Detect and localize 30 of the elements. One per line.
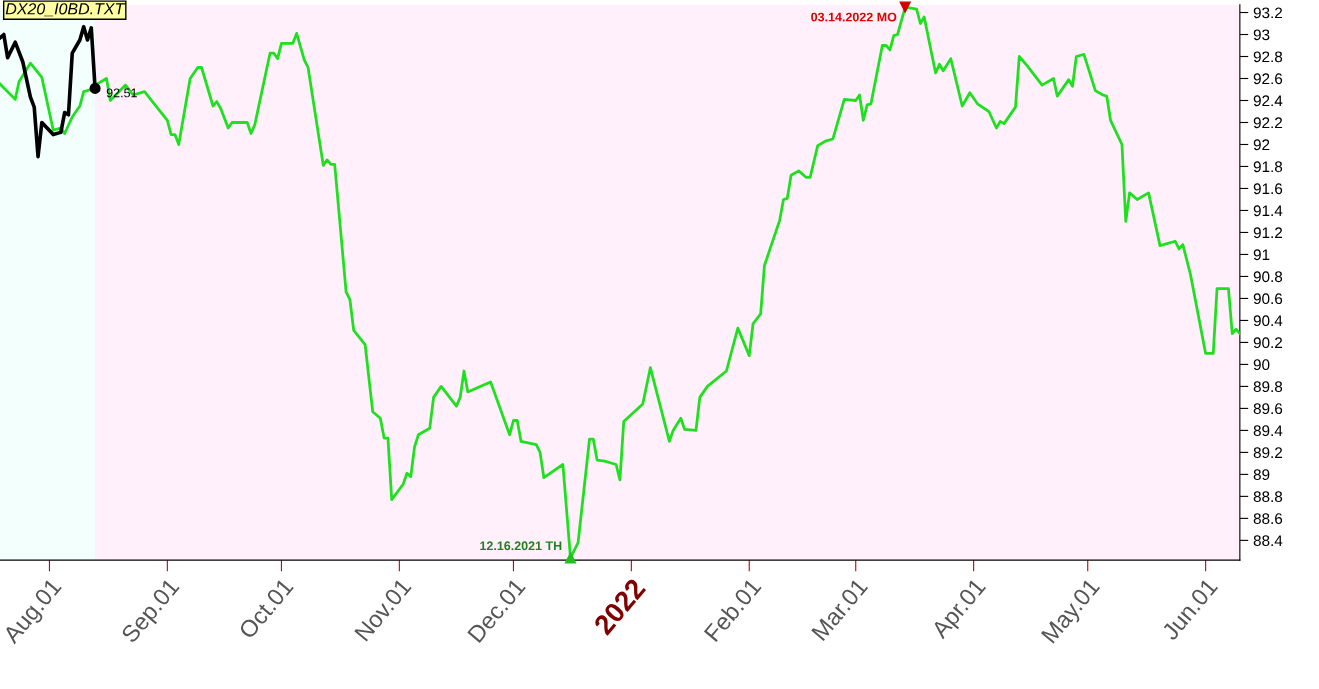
y-tick-label: 90.8 xyxy=(1253,271,1283,283)
point xyxy=(89,82,101,94)
y-tick-label: 89.2 xyxy=(1253,447,1283,459)
y-tick-label: 90.6 xyxy=(1253,293,1283,305)
point xyxy=(564,552,577,564)
y-tick-label: 92 xyxy=(1253,139,1270,151)
y-tick-label: 90.2 xyxy=(1253,337,1283,349)
y-tick-label: 91 xyxy=(1253,249,1270,261)
chart-title: DX20_I0BD.TXT xyxy=(5,3,126,17)
y-tick-label: 92.6 xyxy=(1253,73,1283,85)
annotation: 12.16.2021 TH xyxy=(480,541,562,551)
annotation: 03.14.2022 MO xyxy=(811,12,897,22)
y-tick-label: 92.4 xyxy=(1253,95,1283,107)
y-tick-label: 92.8 xyxy=(1253,51,1283,63)
y-tick-label: 90 xyxy=(1253,359,1270,371)
y-tick-label: 91.6 xyxy=(1253,183,1283,195)
y-tick-label: 88.4 xyxy=(1253,535,1283,547)
y-tick-label: 89.6 xyxy=(1253,403,1283,415)
y-tick-label: 89.8 xyxy=(1253,381,1283,393)
y-tick-label: 91.4 xyxy=(1253,205,1283,217)
y-tick-label: 88.6 xyxy=(1253,513,1283,525)
y-tick-label: 88.8 xyxy=(1253,491,1283,503)
y-tick-label: 92.2 xyxy=(1253,117,1283,129)
y-tick-label: 91.2 xyxy=(1253,227,1283,239)
y-tick-label: 93 xyxy=(1253,29,1270,41)
y-tick-label: 89.4 xyxy=(1253,425,1283,437)
y-tick-label: 93.2 xyxy=(1253,7,1283,19)
y-tick-label: 91.8 xyxy=(1253,161,1283,173)
y-tick-label: 89 xyxy=(1253,469,1270,481)
y-tick-label: 90.4 xyxy=(1253,315,1283,327)
